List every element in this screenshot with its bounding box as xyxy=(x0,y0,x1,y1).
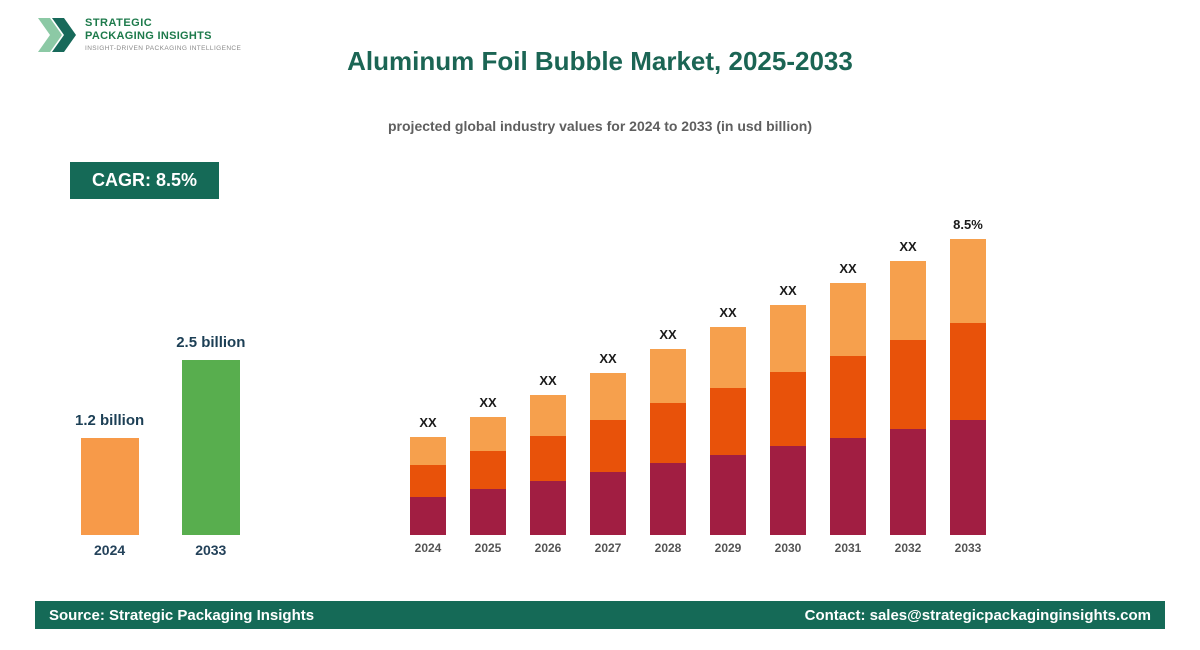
bar-value-label: XX xyxy=(839,261,857,276)
bar-segment-middle xyxy=(590,420,626,472)
mini-bar-2033 xyxy=(181,360,240,535)
bar-segment-top xyxy=(710,327,746,388)
bar-group-2024: XX 2024 xyxy=(410,415,446,555)
bar-segment-middle xyxy=(470,451,506,489)
x-axis-label: 2025 xyxy=(474,541,502,555)
bar-segment-bottom xyxy=(530,481,566,535)
bar-segment-top xyxy=(410,437,446,465)
bar-value-label: XX xyxy=(659,327,677,342)
bar-segment-top xyxy=(830,283,866,356)
bar-stack xyxy=(830,283,866,535)
bar-segment-bottom xyxy=(770,446,806,535)
footer-contact: Contact: sales@strategicpackaginginsight… xyxy=(804,606,1151,624)
chevron-logo-icon xyxy=(38,18,76,52)
bar-stack xyxy=(770,305,806,535)
bar-segment-bottom xyxy=(470,489,506,535)
x-axis-label: 2033 xyxy=(954,541,982,555)
brand-logo: STRATEGIC PACKAGING INSIGHTS INSIGHT-DRI… xyxy=(35,12,241,58)
x-axis-label: 2032 xyxy=(894,541,922,555)
footer-bar: Source: Strategic Packaging Insights Con… xyxy=(35,601,1165,629)
x-axis-label: 2026 xyxy=(534,541,562,555)
mini-bar-group-2033: 2.5 billion 2033 xyxy=(176,334,246,558)
bar-segment-middle xyxy=(530,436,566,481)
mini-bar-value-label: 1.2 billion xyxy=(75,412,145,429)
x-axis-label: 2024 xyxy=(414,541,442,555)
bar-value-label: XX xyxy=(779,283,797,298)
bar-group-2027: XX 2027 xyxy=(590,351,626,555)
bar-segment-top xyxy=(590,373,626,420)
mini-bar-value-label: 2.5 billion xyxy=(176,334,246,351)
bar-segment-bottom xyxy=(710,455,746,535)
x-axis-label: 2031 xyxy=(834,541,862,555)
bar-group-2032: XX 2032 xyxy=(890,239,926,555)
bar-group-2028: XX 2028 xyxy=(650,327,686,555)
bar-value-label: 8.5% xyxy=(953,217,983,232)
bar-segment-middle xyxy=(410,465,446,497)
brand-tagline: INSIGHT-DRIVEN PACKAGING INTELLIGENCE xyxy=(85,45,242,53)
bar-stack xyxy=(650,349,686,535)
bar-group-2030: XX 2030 xyxy=(770,283,806,555)
page-title: Aluminum Foil Bubble Market, 2025-2033 xyxy=(347,46,853,76)
bar-segment-middle xyxy=(890,340,926,429)
bar-group-2029: XX 2029 xyxy=(710,305,746,555)
brand-name-line1: STRATEGIC xyxy=(85,17,153,30)
mini-comparison-chart: 1.2 billion 2024 2.5 billion 2033 xyxy=(75,334,246,558)
bar-group-2026: XX 2026 xyxy=(530,373,566,555)
bar-group-2033: 8.5% 2033 xyxy=(950,217,986,555)
bar-segment-bottom xyxy=(410,497,446,535)
bar-segment-middle xyxy=(770,372,806,446)
bar-stack xyxy=(710,327,746,535)
x-axis-label: 2027 xyxy=(594,541,622,555)
mini-bar-year-label: 2033 xyxy=(195,542,227,558)
bar-value-label: XX xyxy=(419,415,437,430)
x-axis-label: 2028 xyxy=(654,541,682,555)
bar-stack xyxy=(590,373,626,535)
bar-stack xyxy=(470,417,506,535)
x-axis-label: 2030 xyxy=(774,541,802,555)
bar-segment-middle xyxy=(650,403,686,463)
bar-group-2025: XX 2025 xyxy=(470,395,506,555)
mini-bar-year-label: 2024 xyxy=(94,542,126,558)
bar-segment-bottom xyxy=(650,463,686,535)
bar-segment-top xyxy=(770,305,806,372)
bar-value-label: XX xyxy=(899,239,917,254)
bar-segment-bottom xyxy=(950,420,986,535)
bar-stack xyxy=(530,395,566,535)
mini-bar-group-2024: 1.2 billion 2024 xyxy=(75,412,145,558)
bar-segment-middle xyxy=(710,388,746,455)
cagr-badge: CAGR: 8.5% xyxy=(70,162,220,199)
brand-logo-text: STRATEGIC PACKAGING INSIGHTS INSIGHT-DRI… xyxy=(85,17,241,53)
bar-value-label: XX xyxy=(539,373,557,388)
bar-value-label: XX xyxy=(719,305,737,320)
bar-segment-top xyxy=(950,239,986,323)
mini-bar-2024 xyxy=(80,438,139,535)
bar-segment-bottom xyxy=(830,438,866,535)
bar-segment-top xyxy=(470,417,506,451)
x-axis-label: 2029 xyxy=(714,541,742,555)
bar-value-label: XX xyxy=(599,351,617,366)
bar-value-label: XX xyxy=(479,395,497,410)
stacked-bar-chart: XX 2024 XX 2025 XX 2026 XX 2027 XX 2028 XX 2029 XX 20… xyxy=(410,217,986,555)
bar-segment-top xyxy=(890,261,926,340)
bar-segment-top xyxy=(650,349,686,403)
bar-group-2031: XX 2031 xyxy=(830,261,866,555)
footer-source: Source: Strategic Packaging Insights xyxy=(49,606,315,624)
bar-stack xyxy=(410,437,446,535)
bar-segment-bottom xyxy=(590,472,626,535)
bar-segment-middle xyxy=(950,323,986,420)
brand-name-line2: PACKAGING INSIGHTS xyxy=(85,29,212,42)
bar-segment-middle xyxy=(830,356,866,438)
bar-stack xyxy=(950,239,986,535)
bar-stack xyxy=(890,261,926,535)
bar-segment-top xyxy=(530,395,566,436)
bar-segment-bottom xyxy=(890,429,926,535)
page-subtitle: projected global industry values for 202… xyxy=(388,118,812,134)
